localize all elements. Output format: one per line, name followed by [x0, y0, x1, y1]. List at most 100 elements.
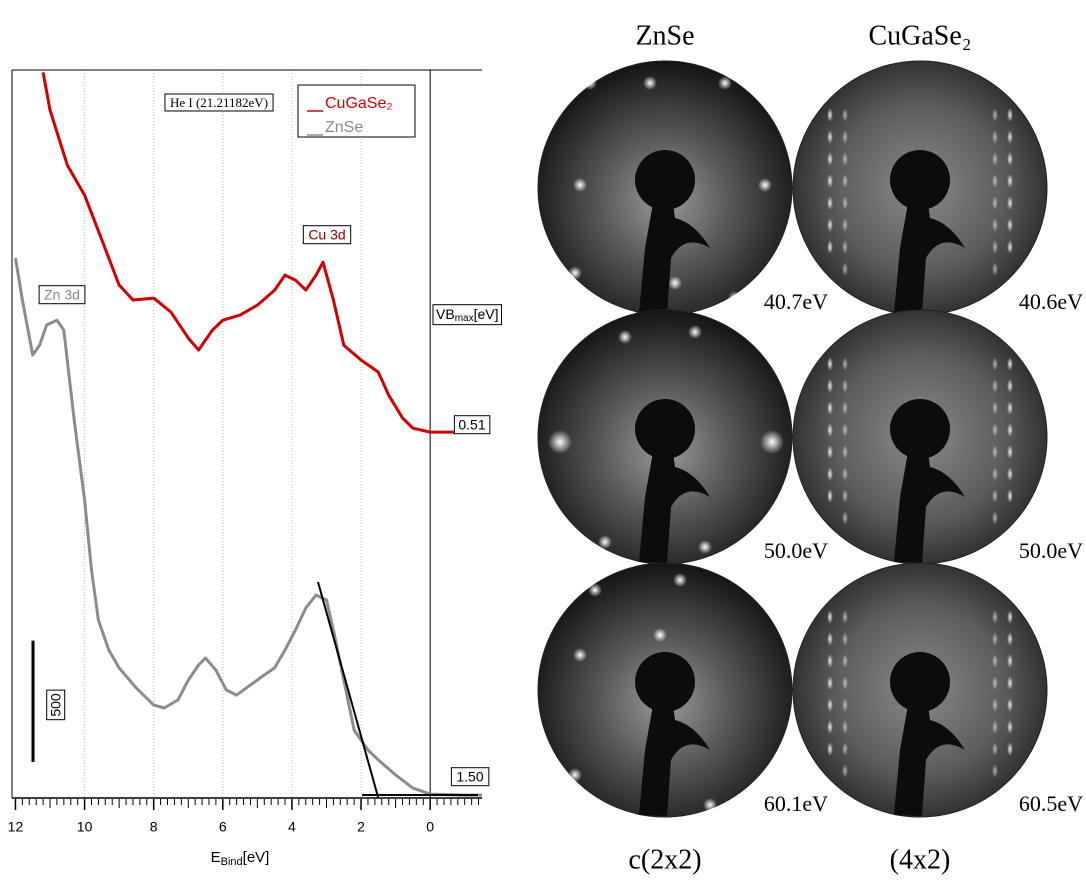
vbmax-value: 0.51 — [458, 417, 485, 433]
diffraction-spot — [653, 628, 667, 642]
diffraction-streak — [842, 654, 848, 668]
diffraction-spot — [588, 583, 602, 597]
diffraction-streak — [842, 720, 848, 734]
diffraction-streak — [842, 423, 848, 437]
diffraction-streak — [842, 108, 848, 122]
x-tick-label: 2 — [357, 819, 365, 835]
structure-label: c(2x2) — [628, 844, 701, 875]
diffraction-streak — [1007, 401, 1013, 415]
label-box — [450, 767, 490, 787]
diffraction-streak — [827, 742, 833, 756]
diffraction-spot — [703, 798, 717, 812]
diffraction-streak — [992, 698, 998, 712]
diffraction-streak — [992, 152, 998, 166]
annotation: Cu 3d — [308, 227, 345, 243]
diffraction-streak — [1007, 489, 1013, 503]
diffraction-spot — [758, 178, 772, 192]
diffraction-streak — [1007, 130, 1013, 144]
x-axis-title-part: Bind — [221, 856, 243, 868]
diffraction-streak — [842, 174, 848, 188]
diffraction-streak — [827, 240, 833, 254]
diffraction-streak — [992, 489, 998, 503]
label-box — [453, 415, 491, 435]
x-tick-label: 0 — [426, 819, 434, 835]
diffraction-streak — [992, 196, 998, 210]
diffraction-streak — [1007, 423, 1013, 437]
gun-shadow — [890, 150, 950, 210]
vbmax-value: 1.50 — [456, 769, 483, 785]
diffraction-spot — [673, 573, 687, 587]
diffraction-spot — [618, 330, 632, 344]
diffraction-streak — [1007, 610, 1013, 624]
diffraction-spot — [573, 178, 587, 192]
diffraction-streak — [1007, 742, 1013, 756]
diffraction-streak — [992, 240, 998, 254]
diffraction-streak — [1007, 698, 1013, 712]
diffraction-streak — [827, 196, 833, 210]
leed-panels: ZnSe c(2x2) 40.7eV 50.0eV 60.1eV CuGaSe₂ (4x2)… — [537, 20, 1083, 875]
diffraction-spot — [568, 768, 582, 782]
label-box — [302, 225, 352, 245]
diffraction-streak — [992, 174, 998, 188]
diffraction-streak — [827, 130, 833, 144]
series-line — [14, 257, 482, 797]
diffraction-spot — [583, 76, 597, 90]
diffraction-streak — [827, 379, 833, 393]
diffraction-streak — [992, 632, 998, 646]
label-box — [38, 285, 86, 305]
diffraction-streak — [842, 610, 848, 624]
diffraction-streak — [842, 240, 848, 254]
diffraction-spot — [668, 276, 682, 290]
x-axis-title: EBind[eV] — [211, 849, 270, 868]
x-tick-label: 12 — [8, 819, 24, 835]
x-tick-label: 4 — [288, 819, 296, 835]
leed-image: 60.1eV — [537, 562, 828, 818]
diffraction-spot — [598, 535, 612, 549]
diffraction-spot — [698, 540, 712, 554]
energy-label: 50.0eV — [764, 538, 828, 563]
x-tick-label: 8 — [150, 819, 158, 835]
diffraction-streak — [1007, 720, 1013, 734]
diffraction-streak — [842, 152, 848, 166]
diffraction-streak — [1007, 240, 1013, 254]
x-tick-label: 6 — [219, 819, 227, 835]
diffraction-streak — [1007, 218, 1013, 232]
label-box — [432, 304, 502, 326]
diffraction-spot — [718, 76, 732, 90]
diffraction-streak — [827, 152, 833, 166]
series-line — [41, 72, 455, 434]
column-title: CuGaSe₂ — [868, 20, 971, 51]
annotation: He I (21.21182eV) — [170, 95, 268, 110]
energy-label: 40.7eV — [764, 289, 828, 314]
diffraction-spot — [568, 266, 582, 280]
diffraction-streak — [842, 511, 848, 525]
legend-label: CuGaSe₂ — [325, 95, 393, 112]
diffraction-streak — [842, 489, 848, 503]
diffraction-streak — [992, 742, 998, 756]
gun-shadow — [635, 399, 695, 459]
diffraction-spot — [643, 76, 657, 90]
diffraction-streak — [992, 357, 998, 371]
diffraction-streak — [827, 676, 833, 690]
annotation: Zn 3d — [44, 287, 80, 303]
diffraction-streak — [827, 720, 833, 734]
diffraction-spot — [573, 648, 587, 662]
diffraction-streak — [842, 218, 848, 232]
diffraction-streak — [992, 379, 998, 393]
diffraction-spot — [548, 430, 572, 454]
column-title: ZnSe — [635, 20, 694, 51]
diffraction-streak — [992, 423, 998, 437]
diffraction-streak — [842, 401, 848, 415]
manipulator-shadow — [639, 705, 710, 816]
diffraction-streak — [1007, 357, 1013, 371]
diffraction-streak — [842, 379, 848, 393]
diffraction-streak — [992, 445, 998, 459]
energy-label: 60.1eV — [764, 791, 828, 816]
diffraction-streak — [842, 764, 848, 778]
gun-shadow — [890, 652, 950, 712]
vb-label-part: VB — [436, 306, 455, 322]
manipulator-shadow — [639, 203, 710, 314]
diffraction-streak — [1007, 379, 1013, 393]
manipulator-shadow — [894, 452, 965, 563]
